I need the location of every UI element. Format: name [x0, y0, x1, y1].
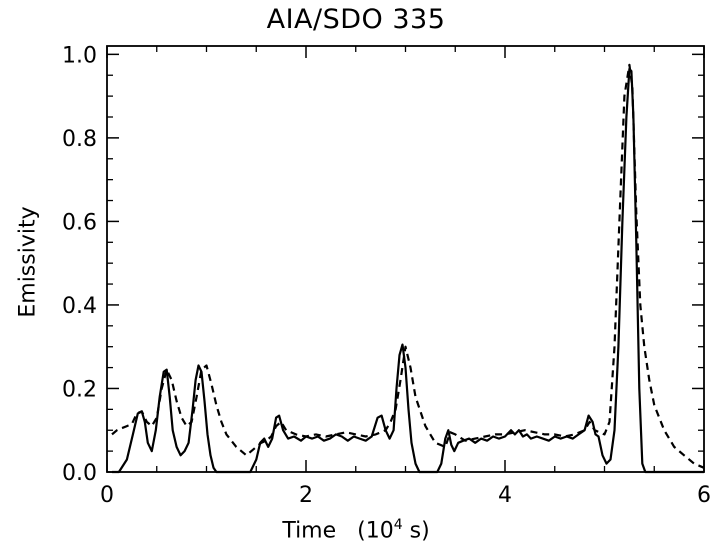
- x-tick-label: 4: [498, 483, 512, 508]
- x-axis-label-text: Time: [282, 518, 337, 544]
- x-axis-label: Time (104 s): [0, 517, 712, 543]
- x-axis-unit-suffix: s): [402, 518, 430, 544]
- y-tick-label: 0.0: [62, 461, 97, 486]
- y-tick-label: 1.0: [62, 43, 97, 68]
- dashed-series-line: [111, 63, 705, 469]
- x-tick-label: 2: [299, 483, 313, 508]
- x-axis-unit-prefix: (10: [357, 518, 394, 544]
- x-tick-label: 0: [100, 483, 114, 508]
- x-tick-label: 6: [697, 483, 711, 508]
- y-tick-label: 0.2: [62, 377, 97, 402]
- y-tick-label: 0.8: [62, 127, 97, 152]
- solid-series-line: [112, 67, 704, 474]
- x-axis-unit-exponent: 4: [393, 517, 403, 533]
- chart-title: AIA/SDO 335: [266, 4, 446, 35]
- y-tick-label: 0.6: [62, 210, 97, 235]
- y-tick-label: 0.4: [62, 294, 97, 319]
